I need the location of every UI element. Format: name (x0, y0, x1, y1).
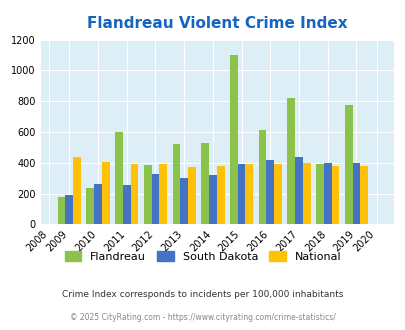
Bar (130, 164, 138, 224)
Bar (352, 163, 360, 224)
Legend: Flandreau, South Dakota, National: Flandreau, South Dakota, National (60, 247, 345, 267)
Bar (143, 165, 151, 224)
Bar (216, 166, 224, 224)
Bar (344, 105, 352, 224)
Bar (245, 164, 253, 224)
Bar (86, 188, 94, 224)
Bar (180, 178, 188, 224)
Bar (102, 162, 109, 224)
Bar (58, 197, 65, 224)
Bar (331, 166, 339, 224)
Bar (123, 185, 130, 224)
Bar (266, 160, 273, 224)
Bar (258, 130, 266, 224)
Bar (323, 163, 331, 224)
Bar (188, 167, 195, 224)
Bar (115, 132, 123, 224)
Bar (159, 164, 167, 224)
Bar (237, 164, 245, 224)
Bar (201, 143, 209, 224)
Bar (315, 164, 323, 224)
Bar (209, 175, 216, 224)
Bar (287, 98, 294, 224)
Bar (360, 166, 367, 224)
Bar (65, 195, 73, 224)
Bar (294, 157, 302, 224)
Bar (273, 164, 281, 224)
Bar (73, 157, 81, 224)
Bar (172, 144, 180, 224)
Bar (151, 174, 159, 224)
Bar (229, 55, 237, 224)
Text: Crime Index corresponds to incidents per 100,000 inhabitants: Crime Index corresponds to incidents per… (62, 290, 343, 299)
Title: Flandreau Violent Crime Index: Flandreau Violent Crime Index (87, 16, 347, 31)
Bar (94, 183, 102, 224)
Bar (302, 163, 310, 224)
Text: © 2025 CityRating.com - https://www.cityrating.com/crime-statistics/: © 2025 CityRating.com - https://www.city… (70, 313, 335, 322)
